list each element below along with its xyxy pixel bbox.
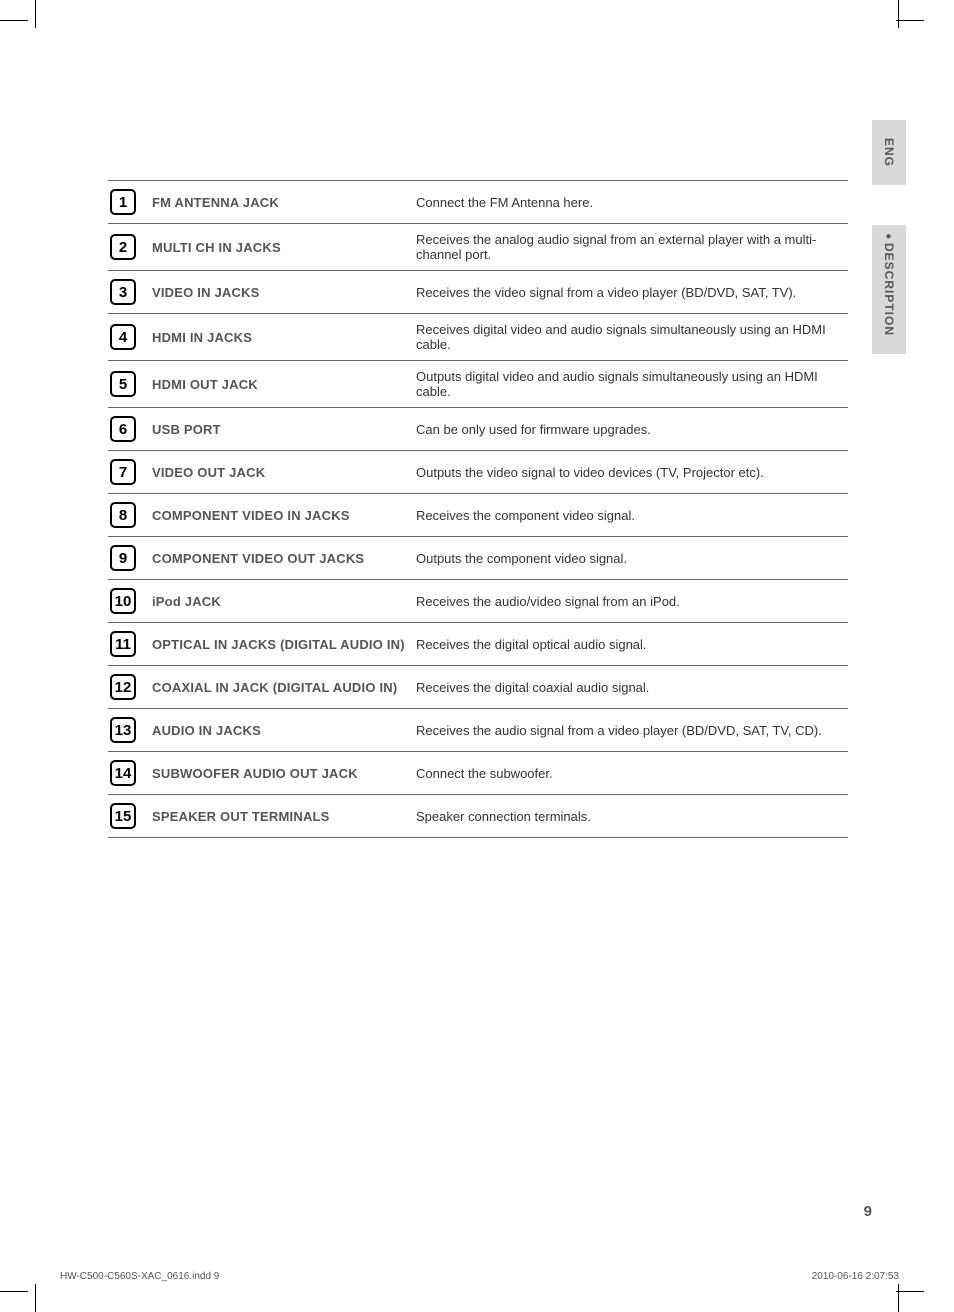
- row-description: Outputs digital video and audio signals …: [416, 369, 848, 399]
- row-number: 7: [110, 459, 136, 485]
- row-description: Receives the analog audio signal from an…: [416, 232, 848, 262]
- crop-mark: [35, 0, 36, 28]
- side-tabs: ENG DESCRIPTION: [872, 120, 912, 354]
- crop-mark: [35, 1284, 36, 1312]
- row-description: Outputs the video signal to video device…: [416, 465, 848, 480]
- row-label: COMPONENT VIDEO IN JACKS: [136, 508, 416, 523]
- row-label: SPEAKER OUT TERMINALS: [136, 809, 416, 824]
- row-number: 8: [110, 502, 136, 528]
- crop-mark: [0, 1291, 28, 1292]
- row-label: HDMI OUT JACK: [136, 377, 416, 392]
- table-row: 3 VIDEO IN JACKS Receives the video sign…: [108, 271, 848, 314]
- row-number: 4: [110, 324, 136, 350]
- row-number: 15: [110, 803, 136, 829]
- crop-mark: [896, 1291, 924, 1292]
- row-label: iPod JACK: [136, 594, 416, 609]
- row-number: 13: [110, 717, 136, 743]
- jack-description-table: 1 FM ANTENNA JACK Connect the FM Antenna…: [108, 180, 848, 838]
- table-row: 8 COMPONENT VIDEO IN JACKS Receives the …: [108, 494, 848, 537]
- footer-file: HW-C500-C560S-XAC_0616.indd 9: [60, 1271, 219, 1282]
- table-row: 10 iPod JACK Receives the audio/video si…: [108, 580, 848, 623]
- row-label: HDMI IN JACKS: [136, 330, 416, 345]
- crop-mark: [898, 1284, 899, 1312]
- row-number: 14: [110, 760, 136, 786]
- crop-mark: [898, 0, 899, 28]
- row-description: Receives the audio/video signal from an …: [416, 594, 848, 609]
- language-tab: ENG: [872, 120, 906, 185]
- row-description: Outputs the component video signal.: [416, 551, 848, 566]
- table-row: 13 AUDIO IN JACKS Receives the audio sig…: [108, 709, 848, 752]
- row-number: 10: [110, 588, 136, 614]
- row-label: COMPONENT VIDEO OUT JACKS: [136, 551, 416, 566]
- row-number: 6: [110, 416, 136, 442]
- row-label: AUDIO IN JACKS: [136, 723, 416, 738]
- row-description: Receives the audio signal from a video p…: [416, 723, 848, 738]
- row-description: Receives digital video and audio signals…: [416, 322, 848, 352]
- table-row: 15 SPEAKER OUT TERMINALS Speaker connect…: [108, 795, 848, 838]
- table-row: 1 FM ANTENNA JACK Connect the FM Antenna…: [108, 180, 848, 224]
- table-row: 5 HDMI OUT JACK Outputs digital video an…: [108, 361, 848, 408]
- footer-timestamp: 2010-06-16 2:07:53: [812, 1271, 899, 1282]
- row-label: OPTICAL IN JACKS (DIGITAL AUDIO IN): [136, 637, 416, 652]
- table-row: 4 HDMI IN JACKS Receives digital video a…: [108, 314, 848, 361]
- table-row: 12 COAXIAL IN JACK (DIGITAL AUDIO IN) Re…: [108, 666, 848, 709]
- row-description: Receives the digital coaxial audio signa…: [416, 680, 848, 695]
- row-label: USB PORT: [136, 422, 416, 437]
- table-row: 11 OPTICAL IN JACKS (DIGITAL AUDIO IN) R…: [108, 623, 848, 666]
- table-row: 2 MULTI CH IN JACKS Receives the analog …: [108, 224, 848, 271]
- row-description: Receives the component video signal.: [416, 508, 848, 523]
- table-row: 14 SUBWOOFER AUDIO OUT JACK Connect the …: [108, 752, 848, 795]
- row-label: SUBWOOFER AUDIO OUT JACK: [136, 766, 416, 781]
- row-number: 9: [110, 545, 136, 571]
- table-row: 9 COMPONENT VIDEO OUT JACKS Outputs the …: [108, 537, 848, 580]
- row-number: 11: [110, 631, 136, 657]
- row-label: COAXIAL IN JACK (DIGITAL AUDIO IN): [136, 680, 416, 695]
- row-number: 1: [110, 189, 136, 215]
- row-label: VIDEO OUT JACK: [136, 465, 416, 480]
- page-number: 9: [864, 1203, 872, 1220]
- table-row: 7 VIDEO OUT JACK Outputs the video signa…: [108, 451, 848, 494]
- row-number: 12: [110, 674, 136, 700]
- row-description: Receives the video signal from a video p…: [416, 285, 848, 300]
- row-description: Connect the FM Antenna here.: [416, 195, 848, 210]
- row-label: FM ANTENNA JACK: [136, 195, 416, 210]
- row-number: 5: [110, 371, 136, 397]
- row-description: Speaker connection terminals.: [416, 809, 848, 824]
- row-label: VIDEO IN JACKS: [136, 285, 416, 300]
- row-number: 3: [110, 279, 136, 305]
- row-number: 2: [110, 234, 136, 260]
- crop-mark: [896, 20, 924, 21]
- row-description: Can be only used for firmware upgrades.: [416, 422, 848, 437]
- row-description: Receives the digital optical audio signa…: [416, 637, 848, 652]
- crop-mark: [0, 20, 28, 21]
- section-tab: DESCRIPTION: [872, 225, 906, 354]
- table-row: 6 USB PORT Can be only used for firmware…: [108, 408, 848, 451]
- row-description: Connect the subwoofer.: [416, 766, 848, 781]
- row-label: MULTI CH IN JACKS: [136, 240, 416, 255]
- footer: HW-C500-C560S-XAC_0616.indd 9 2010-06-16…: [60, 1271, 899, 1282]
